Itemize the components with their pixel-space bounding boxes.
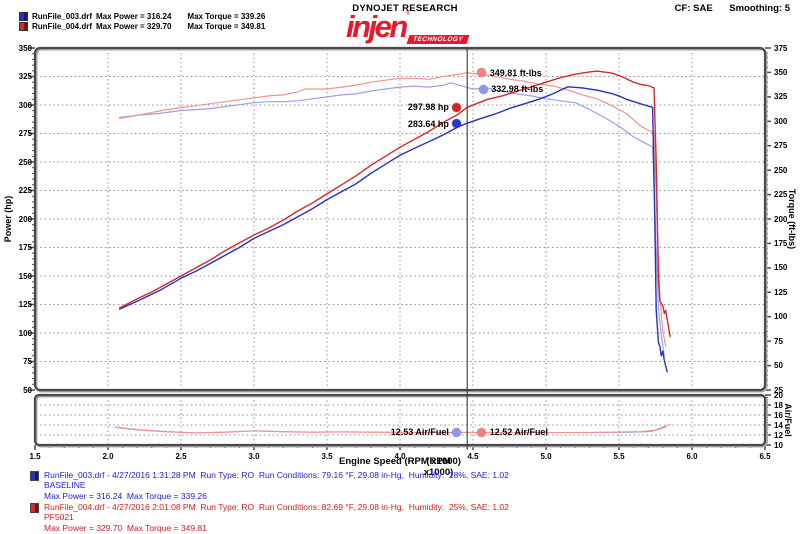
cf-sae-label: CF: SAE: [674, 3, 713, 14]
rpm-tick-4: 4.0: [394, 452, 406, 461]
cursor-value-label-1: 332.98 ft-lbs: [491, 84, 544, 95]
run1-max-line: Max Power = 316.24 Max Torque = 339.26: [44, 490, 207, 501]
run1-max-torque: Max Torque = 339.26: [187, 12, 266, 21]
power-tick-275: 275: [18, 129, 32, 138]
rpm-axis-title-text: Engine Speed (RPM x1000): [339, 456, 461, 467]
power-tick-300: 300: [18, 100, 32, 110]
power-tick-350: 350: [18, 43, 32, 53]
run2-color-chip: [19, 22, 28, 31]
cursor-value-label-0: 349.81 ft-lbs: [489, 67, 542, 78]
torque-tick-300: 300: [774, 116, 788, 126]
correction-smoothing-status: CF: SAE Smoothing: 5: [675, 3, 790, 14]
rpm-tick-3.5: 3.5: [321, 452, 333, 461]
curve-runfile_004-power: [118, 70, 671, 338]
power-tick-175: 175: [18, 243, 32, 252]
cursor-value-label-4: 12.53 Air/Fuel: [390, 427, 449, 438]
power-tick-325: 325: [18, 72, 32, 81]
torque-tick-250: 250: [774, 165, 788, 175]
curve-runfile_004-torque: [119, 71, 667, 347]
torque-tick-100: 100: [774, 312, 788, 322]
rpm-tick-2.5: 2.5: [175, 452, 187, 461]
power-tick-250: 250: [18, 157, 32, 167]
run1-footer-chip: [30, 471, 39, 481]
af-tick-12: 12: [774, 430, 783, 440]
airfuel-axis-title: Air/Fuel: [783, 403, 793, 437]
power-tick-150: 150: [18, 271, 32, 281]
run1-details-line: RunFile_003.drf - 4/27/2016 1:31:28 PM R…: [44, 470, 509, 480]
torque-tick-125: 125: [774, 287, 788, 297]
run-legend: RunFile_003.drf Max Power = 316.24 Max T…: [19, 12, 265, 32]
cursor-value-dot-2: [452, 102, 462, 112]
rpm-tick-2: 2.0: [102, 452, 114, 461]
af-tick-10: 10: [774, 440, 783, 450]
run2-max-power: Max Power = 329.70: [96, 22, 172, 31]
rpm-axis-title: Engine Speed (RPM x1000) (RPM x1000): [0, 456, 800, 478]
run1-file-label: RunFile_003.drf: [32, 12, 93, 21]
run1-max-power: Max Power = 316.24: [96, 12, 172, 21]
rpm-axis-title-overlay: (RPM x1000): [423, 456, 454, 478]
torque-tick-150: 150: [774, 263, 788, 273]
af-tick-16: 16: [774, 410, 783, 420]
injen-technology-bar: TECHNOLOGY: [406, 35, 470, 44]
power-tick-225: 225: [18, 186, 32, 195]
run2-details-line: RunFile_004.drf - 4/27/2016 2:01:08 PM R…: [44, 502, 509, 512]
legend-row-run2: RunFile_004.drf Max Power = 329.70 Max T…: [19, 22, 265, 31]
torque-tick-50: 50: [774, 361, 783, 371]
cursor-value-dot-5: [477, 427, 487, 437]
rpm-tick-4.5: 4.5: [467, 452, 479, 461]
registered-mark: ®: [405, 11, 411, 17]
cursor-value-dot-4: [452, 427, 462, 437]
injen-logo: injen® TECHNOLOGY: [346, 9, 470, 46]
curve-runfile_003-torque: [119, 82, 665, 357]
cursor-value-dot-1: [478, 84, 488, 94]
af-tick-18: 18: [774, 400, 783, 410]
cursor-value-dot-0: [477, 68, 487, 78]
torque-tick-75: 75: [774, 336, 783, 346]
power-tick-50: 50: [23, 385, 32, 395]
rpm-tick-3: 3.0: [248, 452, 260, 461]
torque-tick-175: 175: [774, 238, 788, 248]
run2-file-label: RunFile_004.drf: [32, 22, 93, 31]
cursor-value-dot-3: [452, 119, 462, 129]
cursor-value-label-2: 297.98 hp: [407, 102, 449, 113]
run1-color-chip: [19, 12, 28, 21]
rpm-tick-6.5: 6.5: [759, 452, 771, 461]
af-tick-14: 14: [774, 420, 783, 430]
torque-tick-350: 350: [774, 67, 788, 77]
run-info-block-pf5021: RunFile_004.drf - 4/27/2016 2:01:08 PM R…: [30, 502, 509, 533]
run-info-block-baseline: RunFile_003.drf - 4/27/2016 1:31:28 PM R…: [30, 470, 509, 501]
af-tick-20: 20: [774, 390, 783, 400]
power-tick-200: 200: [18, 214, 32, 224]
rpm-tick-5: 5.0: [540, 452, 552, 461]
run2-footer-chip: [30, 503, 39, 513]
run2-name-line: PF5021: [44, 512, 74, 523]
torque-tick-375: 375: [774, 43, 788, 53]
torque-tick-200: 200: [774, 214, 788, 224]
torque-tick-325: 325: [774, 92, 788, 102]
rpm-tick-5.5: 5.5: [613, 452, 625, 461]
curve-runfile_003-power: [118, 86, 668, 373]
torque-axis-title: Torque (ft-lbs): [787, 188, 797, 250]
curve-runfile_004-airfuel: [114, 423, 671, 434]
smoothing-label: Smoothing: 5: [729, 3, 790, 14]
injen-wordmark: injen: [346, 9, 408, 44]
legend-row-run1: RunFile_003.drf Max Power = 316.24 Max T…: [19, 12, 265, 21]
torque-tick-25: 25: [774, 385, 783, 395]
torque-tick-275: 275: [774, 141, 788, 151]
rpm-tick-1.5: 1.5: [29, 452, 41, 461]
run1-name-line: BASELINE: [44, 480, 86, 491]
cursor-value-label-3: 283.64 hp: [407, 118, 449, 129]
run2-max-torque: Max Torque = 349.81: [187, 22, 266, 31]
run2-max-line: Max Power = 329.70 Max Torque = 349.81: [44, 522, 207, 533]
rpm-tick-6: 6.0: [686, 452, 698, 461]
dynojet-research-title: DYNOJET RESEARCH: [352, 3, 458, 14]
torque-tick-225: 225: [774, 190, 788, 200]
power-tick-75: 75: [23, 357, 32, 366]
power-tick-125: 125: [18, 300, 32, 309]
cursor-value-label-5: 12.52 Air/Fuel: [489, 427, 548, 438]
power-tick-100: 100: [18, 328, 32, 338]
